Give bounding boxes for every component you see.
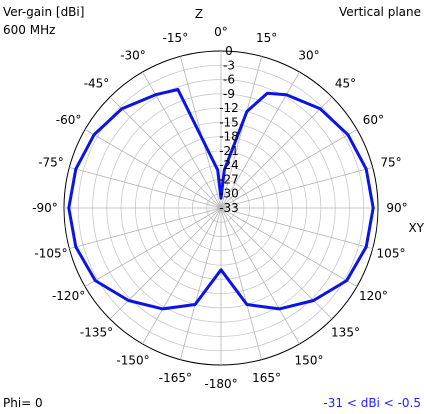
trace-point <box>92 133 96 136</box>
trace-point <box>372 206 375 210</box>
grid-spoke <box>220 166 373 209</box>
radial-tick-label: 0 <box>225 44 233 58</box>
grid-spoke <box>142 207 222 345</box>
grid-spoke <box>220 207 263 360</box>
trace-point <box>193 303 197 306</box>
angle-tick-label: 105° <box>377 247 406 261</box>
radial-tick-label: -9 <box>223 87 235 101</box>
z-axis-label: Z <box>195 7 203 21</box>
grid-spoke <box>220 96 333 209</box>
angle-tick-label: -150° <box>116 353 149 367</box>
trace-point <box>176 88 180 91</box>
trace-point <box>219 197 223 200</box>
radial-tick-label: -6 <box>223 73 235 87</box>
angle-tick-label: 30° <box>298 49 319 63</box>
grid-spoke <box>142 71 222 209</box>
radial-tick-label: -30 <box>219 187 239 201</box>
grid-spoke <box>179 207 222 360</box>
radial-tick-label: -33 <box>219 201 239 215</box>
trace-point <box>245 110 249 113</box>
trace-point <box>245 303 249 306</box>
grid-spoke <box>220 129 358 209</box>
radial-tick-label: -18 <box>219 130 239 144</box>
grid-spoke <box>69 207 222 250</box>
grid-spoke <box>69 166 222 209</box>
trace-point <box>285 93 288 96</box>
grid-spoke <box>220 207 333 320</box>
angle-tick-label: -30° <box>120 49 146 63</box>
trace-point <box>319 107 322 111</box>
label-layer: 0-3-6-9-12-15-18-21-24-27-30-33 0° 15° 30° 4… <box>32 7 424 391</box>
phi-label: Phi= 0 <box>3 396 43 410</box>
radial-tick-label: -27 <box>219 172 239 186</box>
angle-tick-label: 75° <box>380 155 401 169</box>
grid-spoke <box>220 207 358 287</box>
dbi-range-label: -31 < dBi < -0.5 <box>323 396 421 410</box>
gain-label: Ver-gain [dBi] <box>3 5 85 19</box>
trace-point <box>67 206 71 210</box>
frequency-label: 600 MHz <box>3 23 56 37</box>
trace-point <box>365 167 368 171</box>
trace-point <box>154 93 157 96</box>
trace-point <box>223 168 226 172</box>
grid-spoke <box>109 96 222 209</box>
trace-point <box>219 268 223 271</box>
trace-point <box>345 279 348 282</box>
trace-point <box>365 245 368 249</box>
radial-tick-label: -15 <box>219 115 239 129</box>
trace-point <box>312 299 315 302</box>
angle-tick-label: -90° <box>32 201 58 215</box>
angle-tick-label: 0° <box>214 25 228 39</box>
trace-point <box>216 168 219 172</box>
xy-axis-label: XY <box>408 221 424 235</box>
grid-spoke <box>220 207 373 250</box>
radial-tick-label: -21 <box>219 144 239 158</box>
angle-tick-label: 165° <box>252 371 281 385</box>
angle-tick-label: -120° <box>52 289 85 303</box>
angle-tick-label: -135° <box>80 326 113 340</box>
trace-point <box>278 307 281 311</box>
grid-spoke <box>220 56 263 209</box>
trace-point <box>346 133 350 136</box>
trace-point <box>266 92 269 95</box>
grid-spoke <box>179 56 222 209</box>
angle-tick-label: 150° <box>295 353 324 367</box>
trace-layer <box>67 88 375 311</box>
angle-tick-label: 120° <box>359 289 388 303</box>
trace-point <box>127 299 130 302</box>
grid-spoke <box>109 207 222 320</box>
angle-tick-label: 45° <box>335 77 356 91</box>
radial-tick-label: -3 <box>223 58 235 72</box>
angle-tick-label: -45° <box>84 77 110 91</box>
grid-spoke <box>84 129 222 209</box>
radial-tick-label: -12 <box>219 101 239 115</box>
trace-point <box>74 245 78 249</box>
trace-point <box>94 279 97 282</box>
plane-label: Vertical plane <box>338 5 421 19</box>
angle-tick-label: 135° <box>331 326 360 340</box>
radial-tick-label: -24 <box>219 158 239 172</box>
angle-tick-label: -75° <box>38 155 64 169</box>
gain-trace <box>67 88 375 311</box>
angle-tick-label: -165° <box>159 371 192 385</box>
trace-point <box>120 107 124 111</box>
angle-tick-label: -180° <box>204 377 237 391</box>
trace-point <box>74 167 78 171</box>
trace-point <box>161 307 164 311</box>
angle-tick-label: 15° <box>256 31 277 45</box>
angle-tick-label: 90° <box>386 201 407 215</box>
angle-tick-label: -105° <box>34 247 67 261</box>
angle-tick-label: -60° <box>56 113 82 127</box>
grid-spoke <box>84 207 222 287</box>
angle-tick-label: -15° <box>163 31 189 45</box>
grid-spoke <box>220 207 300 345</box>
angle-tick-label: 60° <box>363 113 384 127</box>
